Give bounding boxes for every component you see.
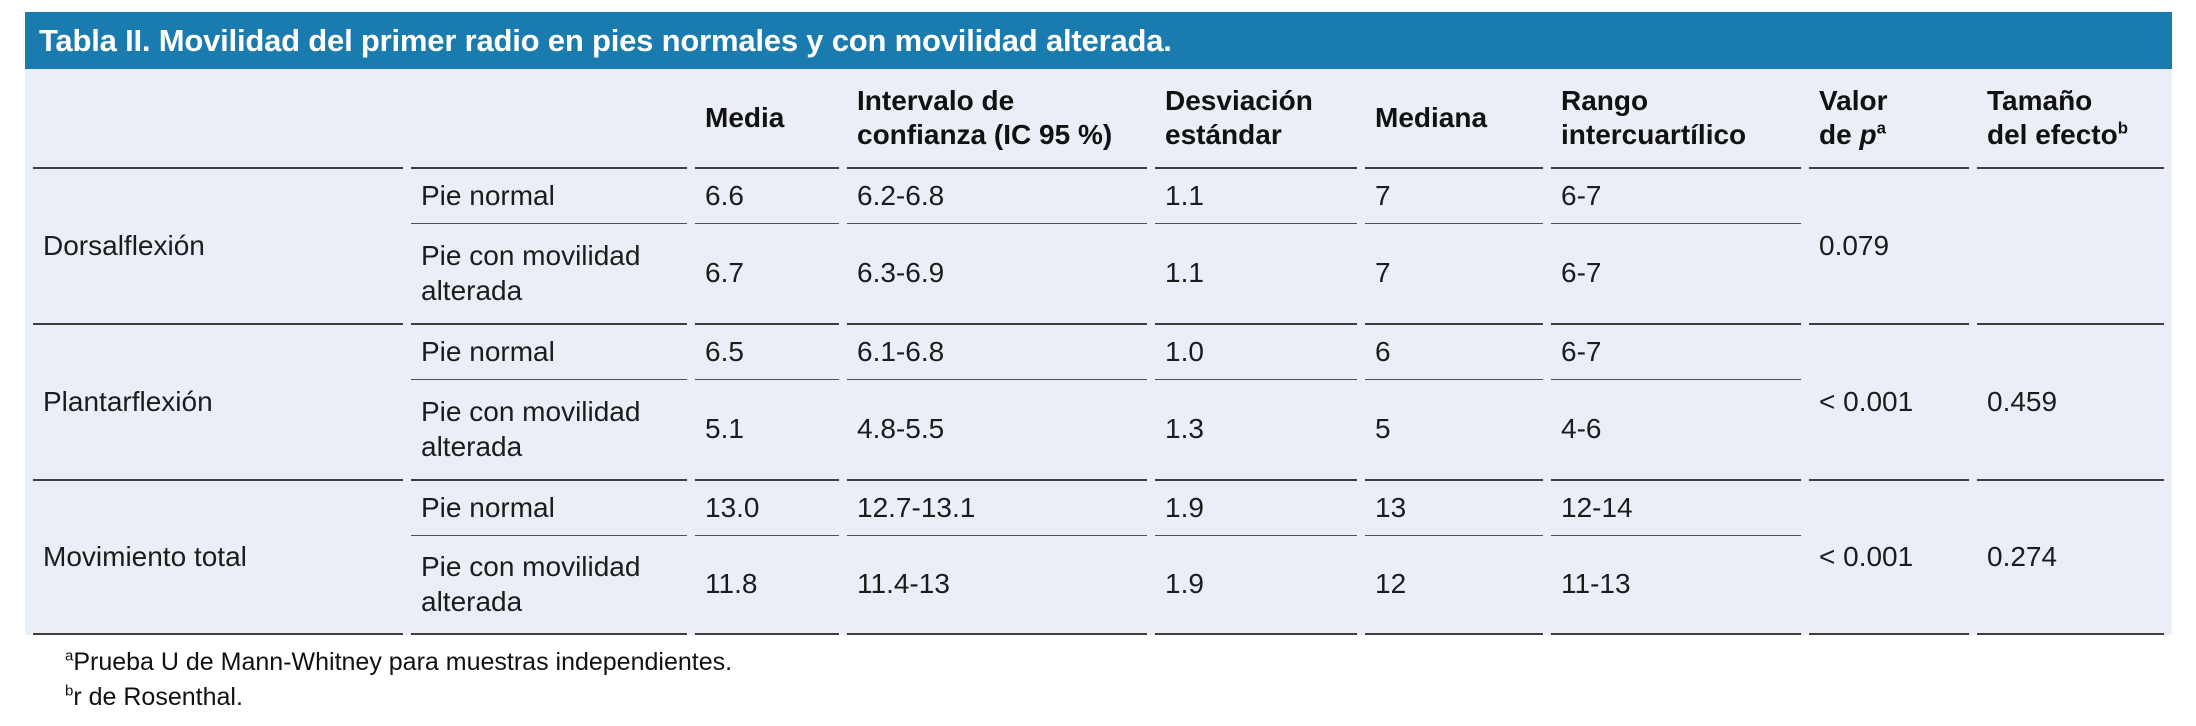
cell-sd: 1.9 [1155, 479, 1357, 535]
cell-ic: 6.2-6.8 [847, 167, 1147, 223]
cell-mediana: 12 [1365, 535, 1543, 635]
footnote-marker-a: a [1876, 118, 1886, 138]
cell-rango: 11-13 [1551, 535, 1801, 635]
cell-condition: Pie normal [411, 323, 687, 379]
cell-sd: 1.1 [1155, 223, 1357, 323]
cell-sd: 1.3 [1155, 379, 1357, 479]
cell-rango: 4-6 [1551, 379, 1801, 479]
cell-p-value: < 0.001 [1809, 323, 1969, 479]
footnotes: aPrueba U de Mann-Whitney para muestras … [65, 645, 2172, 715]
tamano-line1: Tamaño [1987, 84, 2093, 116]
cell-effect-size: 0.274 [1977, 479, 2164, 635]
cell-p-value: 0.079 [1809, 167, 1969, 323]
statistics-table: Media Intervalo de confianza (IC 95 %) D… [25, 69, 2172, 635]
table-row: Pie con movilidad alterada 6.7 6.3-6.9 1… [33, 223, 2164, 323]
cell-sd: 1.0 [1155, 323, 1357, 379]
column-header-media: Media [705, 101, 785, 133]
table-row: Plantarflexión Pie normal 6.5 6.1-6.8 1.… [33, 323, 2164, 417]
cell-condition: Pie con movilidad alterada [411, 223, 687, 323]
cell-mediana: 6 [1365, 323, 1543, 379]
footnote-b: br de Rosenthal. [65, 680, 2172, 715]
cell-sd: 1.9 [1155, 535, 1357, 635]
cell-ic: 6.3-6.9 [847, 223, 1147, 323]
footnote-a: aPrueba U de Mann-Whitney para muestras … [65, 645, 2172, 680]
group-label-plantarflexion: Plantarflexión [33, 323, 403, 479]
cell-effect-size: 0.459 [1977, 323, 2164, 479]
cell-ic: 12.7-13.1 [847, 479, 1147, 535]
footnote-marker-b: b [2117, 118, 2128, 138]
column-header-mediana: Mediana [1375, 101, 1488, 133]
valor-p-line1: Valor [1819, 84, 1888, 116]
cell-rango: 6-7 [1551, 167, 1801, 223]
cell-media: 5.1 [695, 379, 839, 479]
tamano-line2: del efecto [1987, 119, 2118, 150]
p-symbol: p [1859, 119, 1877, 150]
column-header-rango-intercuartilico: Rango intercuartílico [1561, 84, 1747, 150]
table-row: Pie con movilidad alterada 5.1 4.8-5.5 1… [33, 379, 2164, 479]
cell-media: 6.6 [695, 167, 839, 223]
cell-p-value: < 0.001 [1809, 479, 1969, 635]
table-title-bar: Tabla II. Movilidad del primer radio en … [25, 12, 2172, 69]
cell-media: 6.7 [695, 223, 839, 323]
cell-mediana: 7 [1365, 167, 1543, 223]
cell-rango: 12-14 [1551, 479, 1801, 535]
column-header-valor-p: Valor de pa [1809, 69, 1969, 167]
table-row: Dorsalflexión Pie normal 6.6 6.2-6.8 1.1… [33, 167, 2164, 261]
cell-condition: Pie normal [411, 479, 687, 535]
cell-mediana: 7 [1365, 223, 1543, 323]
cell-condition: Pie con movilidad alterada [411, 535, 687, 635]
cell-media: 6.5 [695, 323, 839, 379]
column-header-intervalo-confianza: Intervalo de confianza (IC 95 %) [857, 84, 1113, 150]
cell-condition: Pie normal [411, 167, 687, 223]
column-header-desviacion-estandar: Desviación estándar [1165, 84, 1313, 150]
cell-sd: 1.1 [1155, 167, 1357, 223]
table-title: Tabla II. Movilidad del primer radio en … [39, 22, 1172, 58]
cell-effect-size [1977, 167, 2164, 323]
cell-rango: 6-7 [1551, 223, 1801, 323]
footnote-b-marker: b [65, 682, 74, 700]
cell-mediana: 13 [1365, 479, 1543, 535]
table-body-area: Media Intervalo de confianza (IC 95 %) D… [25, 69, 2172, 635]
valor-p-line2: de [1819, 119, 1860, 150]
footnote-a-marker: a [65, 647, 74, 665]
table-row: Movimiento total Pie normal 13.0 12.7-13… [33, 479, 2164, 635]
footnote-a-text: Prueba U de Mann-Whitney para muestras i… [73, 648, 733, 676]
cell-media: 13.0 [695, 479, 839, 535]
cell-ic: 4.8-5.5 [847, 379, 1147, 479]
cell-ic: 6.1-6.8 [847, 323, 1147, 379]
group-label-movimiento-total: Movimiento total [33, 479, 403, 635]
header-row: Media Intervalo de confianza (IC 95 %) D… [33, 69, 2164, 167]
group-label-dorsalflexion: Dorsalflexión [33, 167, 403, 323]
cell-condition: Pie con movilidad alterada [411, 379, 687, 479]
footnote-b-text: r de Rosenthal. [73, 683, 243, 711]
header-empty-condition [411, 69, 687, 167]
table-row: Pie con movilidad alterada 11.8 11.4-13 … [33, 535, 2164, 635]
cell-mediana: 5 [1365, 379, 1543, 479]
cell-ic: 11.4-13 [847, 535, 1147, 635]
cell-media: 11.8 [695, 535, 839, 635]
cell-rango: 6-7 [1551, 323, 1801, 379]
column-header-tamano-efecto: Tamaño del efectob [1977, 69, 2164, 167]
header-empty-group [33, 69, 403, 167]
